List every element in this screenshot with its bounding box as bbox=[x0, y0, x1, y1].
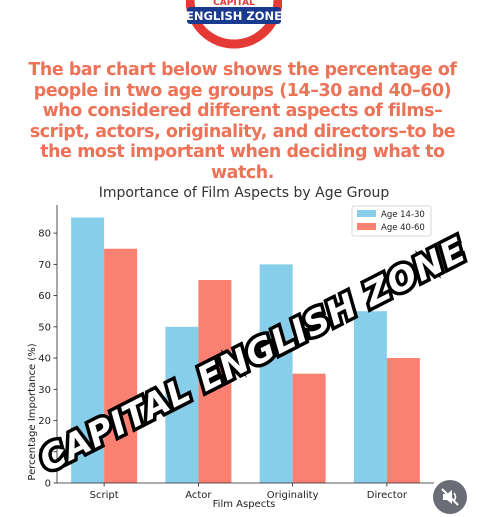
x-axis-label: Film Aspects bbox=[213, 499, 276, 510]
y-tick-label: 0 bbox=[45, 479, 51, 490]
legend-swatch-1 bbox=[357, 210, 376, 217]
legend-label-2: Age 40-60 bbox=[381, 223, 425, 233]
mute-button[interactable] bbox=[433, 480, 467, 514]
legend-swatch-2 bbox=[357, 223, 376, 230]
y-tick-label: 50 bbox=[38, 322, 51, 333]
y-tick-label: 70 bbox=[38, 260, 51, 271]
bar-actor-series-2 bbox=[198, 279, 232, 483]
y-tick-label: 20 bbox=[38, 416, 51, 427]
y-tick-label: 30 bbox=[38, 385, 51, 396]
y-axis-label: Percentage Importance (%) bbox=[27, 343, 38, 480]
task-prompt: The bar chart below shows the percentage… bbox=[28, 60, 457, 183]
y-tick-label: 80 bbox=[38, 229, 51, 240]
brand-logo: CAPITAL ENGLISH ZONE bbox=[186, 0, 282, 49]
bar-actor-series-1 bbox=[165, 326, 199, 483]
speaker-muted-icon bbox=[441, 488, 459, 506]
bar-director-series-2 bbox=[386, 358, 420, 483]
bar-originality-series-1 bbox=[259, 264, 293, 483]
logo-banner-text: ENGLISH ZONE bbox=[186, 9, 282, 23]
x-tick-label: Actor bbox=[185, 490, 212, 501]
logo-top-text: CAPITAL bbox=[213, 0, 255, 8]
y-tick-label: 40 bbox=[38, 354, 51, 365]
y-tick-label: 10 bbox=[38, 447, 51, 458]
legend-label-1: Age 14-30 bbox=[381, 210, 425, 220]
x-tick-label: Originality bbox=[267, 490, 319, 501]
chart-legend: Age 14-30 Age 40-60 bbox=[351, 205, 432, 237]
bar-script-series-2 bbox=[104, 248, 138, 483]
bar-chart: Importance of Film Aspects by Age Group … bbox=[27, 185, 476, 510]
bar-director-series-1 bbox=[353, 311, 387, 483]
y-tick-label: 60 bbox=[38, 291, 51, 302]
bar-script-series-1 bbox=[71, 217, 105, 483]
chart-title: Importance of Film Aspects by Age Group bbox=[99, 185, 390, 201]
bar-originality-series-2 bbox=[292, 373, 326, 483]
x-tick-label: Director bbox=[367, 490, 408, 501]
x-tick-label: Script bbox=[90, 490, 119, 501]
